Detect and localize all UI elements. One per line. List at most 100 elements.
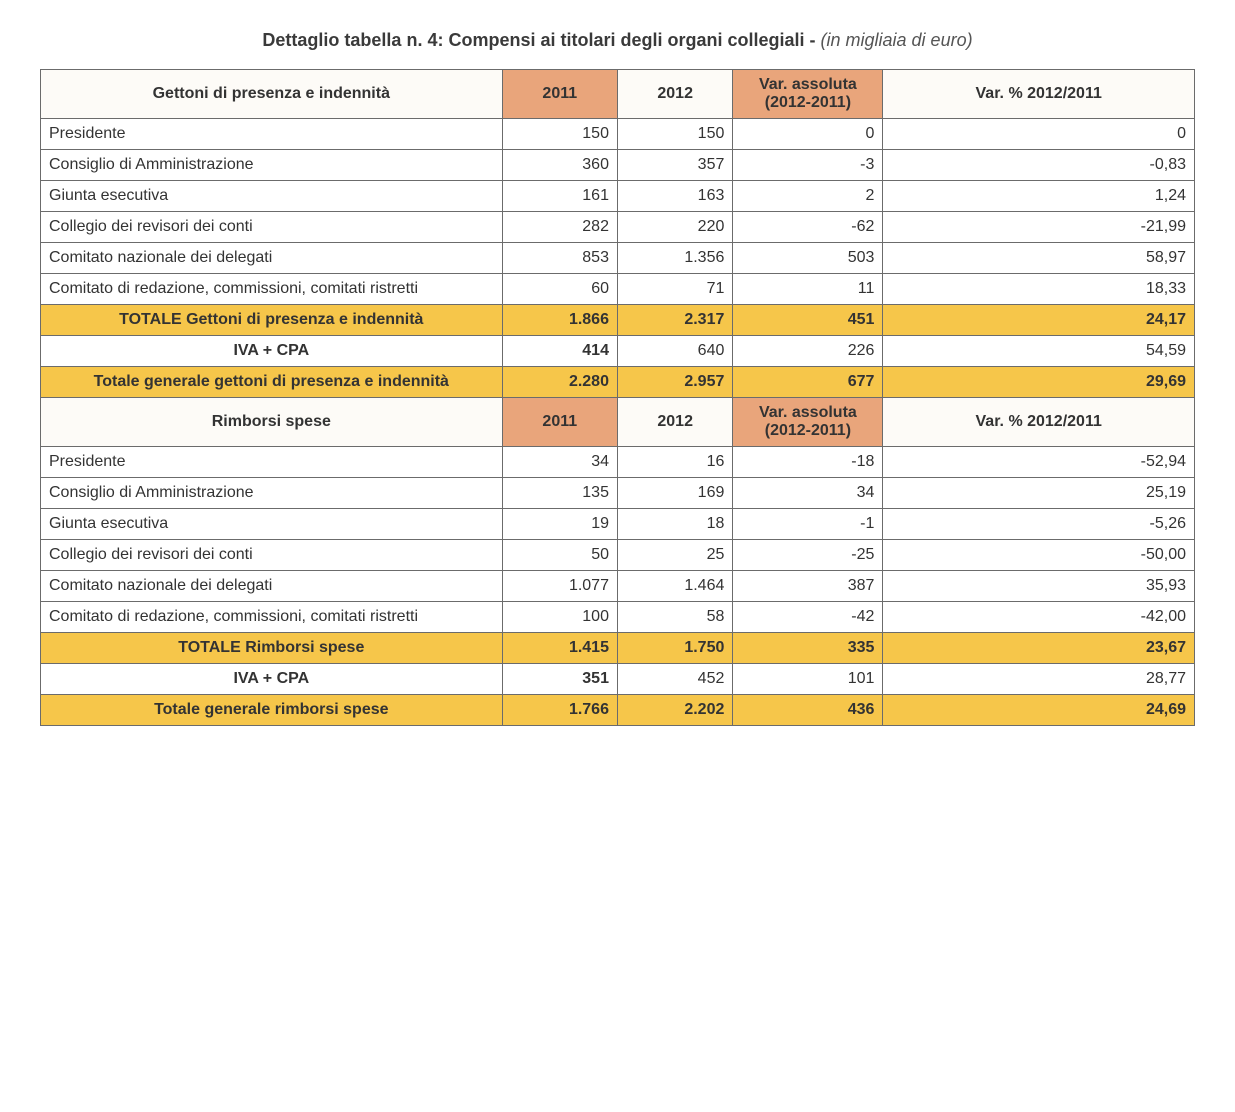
table-row: Consiglio di Amministrazione360357-3-0,8… <box>41 150 1195 181</box>
row-abs: 34 <box>733 478 883 509</box>
row-abs: 0 <box>733 119 883 150</box>
table-row: Giunta esecutiva16116321,24 <box>41 181 1195 212</box>
row-pct: 35,93 <box>883 571 1195 602</box>
row-label: Presidente <box>41 119 503 150</box>
row-y2: 16 <box>617 447 732 478</box>
row-abs: 2 <box>733 181 883 212</box>
row-y2: 58 <box>617 602 732 633</box>
hdr-y2: 2012 <box>617 398 732 447</box>
table-row: Comitato di redazione, commissioni, comi… <box>41 602 1195 633</box>
row-y1: 135 <box>502 478 617 509</box>
row-pct: -52,94 <box>883 447 1195 478</box>
row-label: Comitato nazionale dei delegati <box>41 571 503 602</box>
row-y2: 357 <box>617 150 732 181</box>
row-pct: 1,24 <box>883 181 1195 212</box>
grand-pct: 29,69 <box>883 367 1195 398</box>
hdr-abs: Var. assoluta (2012-2011) <box>733 398 883 447</box>
row-y2: 25 <box>617 540 732 571</box>
compensi-table: Gettoni di presenza e indennità20112012V… <box>40 69 1195 726</box>
table-row: Collegio dei revisori dei conti5025-25-5… <box>41 540 1195 571</box>
row-label: Comitato nazionale dei delegati <box>41 243 503 274</box>
row-pct: 25,19 <box>883 478 1195 509</box>
section-header: Gettoni di presenza e indennità20112012V… <box>41 70 1195 119</box>
row-y2: 220 <box>617 212 732 243</box>
row-abs: -18 <box>733 447 883 478</box>
iva-pct: 54,59 <box>883 336 1195 367</box>
row-label: Collegio dei revisori dei conti <box>41 540 503 571</box>
table-row: Comitato nazionale dei delegati1.0771.46… <box>41 571 1195 602</box>
iva-label: IVA + CPA <box>41 336 503 367</box>
grand-label: Totale generale rimborsi spese <box>41 695 503 726</box>
iva-row: IVA + CPA41464022654,59 <box>41 336 1195 367</box>
grand-y2: 2.202 <box>617 695 732 726</box>
row-pct: -50,00 <box>883 540 1195 571</box>
hdr-abs: Var. assoluta (2012-2011) <box>733 70 883 119</box>
subtotal-row: TOTALE Rimborsi spese1.4151.75033523,67 <box>41 633 1195 664</box>
hdr-y1: 2011 <box>502 70 617 119</box>
table-row: Presidente3416-18-52,94 <box>41 447 1195 478</box>
iva-label: IVA + CPA <box>41 664 503 695</box>
row-y1: 360 <box>502 150 617 181</box>
hdr-label: Rimborsi spese <box>41 398 503 447</box>
subtotal-abs: 335 <box>733 633 883 664</box>
row-y1: 60 <box>502 274 617 305</box>
section-header: Rimborsi spese20112012Var. assoluta (201… <box>41 398 1195 447</box>
subtotal-y2: 1.750 <box>617 633 732 664</box>
subtotal-y2: 2.317 <box>617 305 732 336</box>
iva-abs: 226 <box>733 336 883 367</box>
table-row: Giunta esecutiva1918-1-5,26 <box>41 509 1195 540</box>
table-row: Consiglio di Amministrazione1351693425,1… <box>41 478 1195 509</box>
row-label: Presidente <box>41 447 503 478</box>
row-pct: 18,33 <box>883 274 1195 305</box>
row-pct: 0 <box>883 119 1195 150</box>
hdr-pct: Var. % 2012/2011 <box>883 398 1195 447</box>
row-y2: 18 <box>617 509 732 540</box>
iva-pct: 28,77 <box>883 664 1195 695</box>
subtotal-pct: 24,17 <box>883 305 1195 336</box>
row-label: Giunta esecutiva <box>41 509 503 540</box>
row-y1: 161 <box>502 181 617 212</box>
subtotal-pct: 23,67 <box>883 633 1195 664</box>
row-abs: 387 <box>733 571 883 602</box>
title-sub: (in migliaia di euro) <box>821 30 973 50</box>
row-pct: -42,00 <box>883 602 1195 633</box>
row-abs: 11 <box>733 274 883 305</box>
row-pct: -0,83 <box>883 150 1195 181</box>
subtotal-y1: 1.866 <box>502 305 617 336</box>
row-y1: 853 <box>502 243 617 274</box>
subtotal-label: TOTALE Gettoni di presenza e indennità <box>41 305 503 336</box>
row-label: Comitato di redazione, commissioni, comi… <box>41 274 503 305</box>
row-y2: 1.356 <box>617 243 732 274</box>
grand-abs: 677 <box>733 367 883 398</box>
grandtotal-row: Totale generale gettoni di presenza e in… <box>41 367 1195 398</box>
table-row: Comitato di redazione, commissioni, comi… <box>41 274 1195 305</box>
iva-row: IVA + CPA35145210128,77 <box>41 664 1195 695</box>
row-pct: -5,26 <box>883 509 1195 540</box>
row-abs: -1 <box>733 509 883 540</box>
table-row: Comitato nazionale dei delegati8531.356 5… <box>41 243 1195 274</box>
hdr-y2: 2012 <box>617 70 732 119</box>
row-abs: -25 <box>733 540 883 571</box>
subtotal-label: TOTALE Rimborsi spese <box>41 633 503 664</box>
subtotal-y1: 1.415 <box>502 633 617 664</box>
grand-pct: 24,69 <box>883 695 1195 726</box>
iva-y1: 414 <box>502 336 617 367</box>
row-abs: -42 <box>733 602 883 633</box>
row-y2: 169 <box>617 478 732 509</box>
table-row: Collegio dei revisori dei conti282220-62… <box>41 212 1195 243</box>
subtotal-row: TOTALE Gettoni di presenza e indennità1.… <box>41 305 1195 336</box>
grandtotal-row: Totale generale rimborsi spese1.7662.202… <box>41 695 1195 726</box>
row-y1: 282 <box>502 212 617 243</box>
table-title: Dettaglio tabella n. 4: Compensi ai tito… <box>40 30 1195 51</box>
row-y2: 71 <box>617 274 732 305</box>
row-y1: 1.077 <box>502 571 617 602</box>
hdr-pct: Var. % 2012/2011 <box>883 70 1195 119</box>
hdr-label: Gettoni di presenza e indennità <box>41 70 503 119</box>
row-pct: 58,97 <box>883 243 1195 274</box>
row-y1: 50 <box>502 540 617 571</box>
row-label: Consiglio di Amministrazione <box>41 478 503 509</box>
row-label: Consiglio di Amministrazione <box>41 150 503 181</box>
iva-y1: 351 <box>502 664 617 695</box>
iva-abs: 101 <box>733 664 883 695</box>
row-label: Giunta esecutiva <box>41 181 503 212</box>
